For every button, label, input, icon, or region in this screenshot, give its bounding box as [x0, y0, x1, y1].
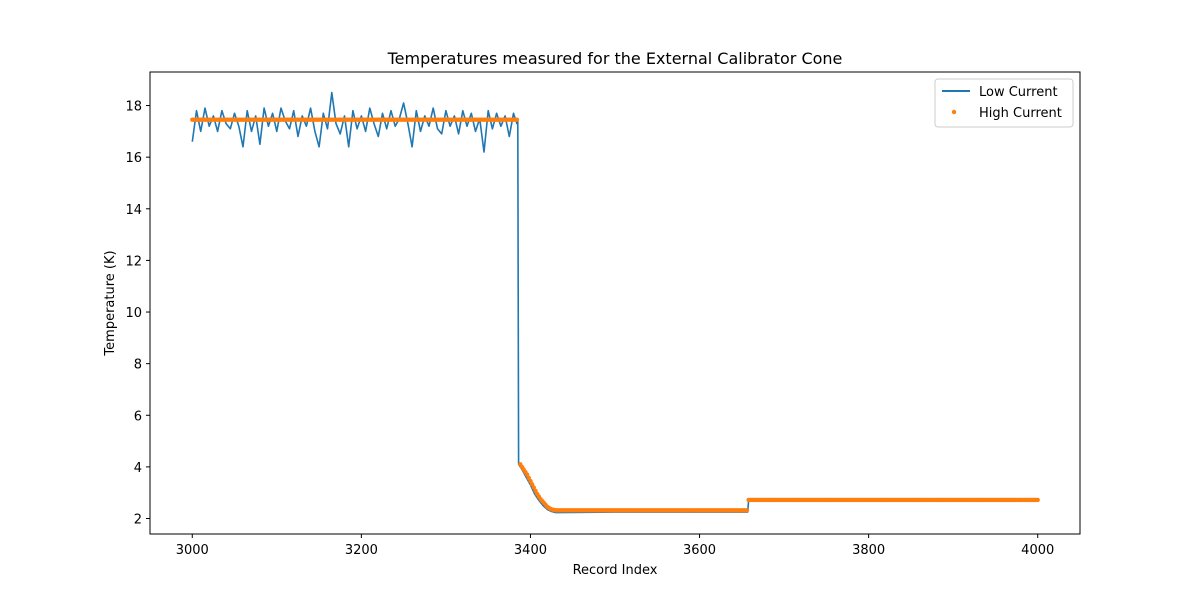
legend-label-low-current: Low Current — [979, 85, 1058, 100]
x-tick-label: 4000 — [1021, 543, 1054, 558]
x-tick-label: 3000 — [176, 543, 209, 558]
scatter-point — [744, 508, 750, 513]
y-axis: 2 4 6 8 10 12 14 16 18 — [125, 100, 150, 528]
y-tick-label: 2 — [134, 513, 142, 528]
chart-title: Temperatures measured for the External C… — [387, 49, 843, 68]
legend-swatch-high-current — [951, 109, 957, 115]
scatter-point — [531, 485, 536, 490]
y-tick-label: 16 — [125, 151, 142, 166]
y-tick-label: 18 — [125, 100, 142, 115]
x-tick-label: 3600 — [683, 543, 716, 558]
x-axis: 3000 3200 3400 3600 3800 4000 — [176, 534, 1054, 558]
x-tick-label: 3400 — [514, 543, 547, 558]
legend-label-high-current: High Current — [979, 106, 1062, 121]
scatter-point — [1035, 497, 1040, 503]
y-tick-label: 6 — [134, 409, 142, 424]
y-tick-label: 12 — [125, 254, 142, 269]
legend: Low Current High Current — [934, 78, 1074, 128]
plot-area — [190, 91, 1040, 514]
x-tick-label: 3800 — [852, 543, 885, 558]
x-axis-label: Record Index — [573, 563, 658, 578]
series-line-low-current — [191, 91, 1038, 514]
y-tick-label: 4 — [134, 461, 142, 476]
x-tick-label: 3200 — [345, 543, 378, 558]
y-tick-label: 8 — [134, 358, 142, 373]
y-tick-label: 14 — [125, 203, 142, 218]
scatter-point — [514, 117, 520, 122]
scatter-point — [524, 472, 530, 477]
y-axis-label: Temperature (K) — [103, 250, 118, 356]
plot-frame — [149, 71, 1081, 535]
y-tick-label: 10 — [125, 306, 142, 321]
series-scatter-high-current — [190, 117, 1040, 513]
